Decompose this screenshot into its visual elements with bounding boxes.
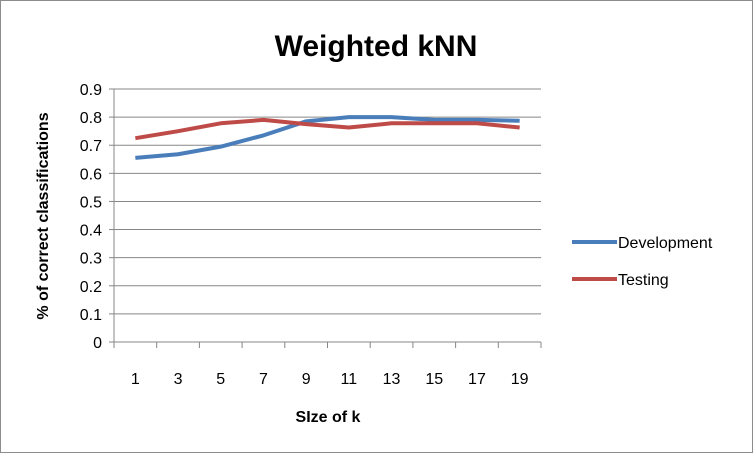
y-tick-label: 0.8 (80, 110, 102, 127)
y-tick-label: 0.7 (80, 138, 102, 155)
y-tick-label: 0.2 (80, 279, 102, 296)
y-tick-label: 0.1 (80, 307, 102, 324)
x-tick-label: 13 (383, 371, 401, 388)
x-tick-label: 15 (425, 371, 443, 388)
legend-label-development: Development (618, 235, 713, 252)
x-tick-label: 3 (174, 371, 183, 388)
y-tick-label: 0.5 (80, 194, 102, 211)
y-tick-label: 0.9 (80, 82, 102, 99)
y-tick-label: 0.6 (80, 166, 102, 183)
x-tick-label: 19 (511, 371, 529, 388)
y-axis-tick-labels: 0 0.1 0.2 0.3 0.4 0.5 0.6 0.7 0.8 0.9 (80, 82, 102, 352)
x-tick-label: 1 (131, 371, 140, 388)
y-tick-label: 0.3 (80, 251, 102, 268)
x-tick-label: 9 (302, 371, 311, 388)
series-line-testing (135, 120, 519, 138)
chart-title: Weighted kNN (275, 30, 478, 63)
y-tick-label: 0 (93, 335, 102, 352)
y-tick-label: 0.4 (80, 223, 102, 240)
x-tick-label: 17 (468, 371, 486, 388)
y-axis-title: % of correct classifications (35, 112, 52, 319)
x-tick-label: 5 (216, 371, 225, 388)
series-lines (135, 117, 520, 158)
x-tick-label: 7 (259, 371, 268, 388)
legend-label-testing: Testing (618, 272, 669, 289)
legend: Development Testing (572, 235, 713, 289)
axes (109, 89, 541, 348)
x-tick-label: 11 (341, 371, 358, 388)
x-axis-title: SIze of k (296, 409, 361, 426)
